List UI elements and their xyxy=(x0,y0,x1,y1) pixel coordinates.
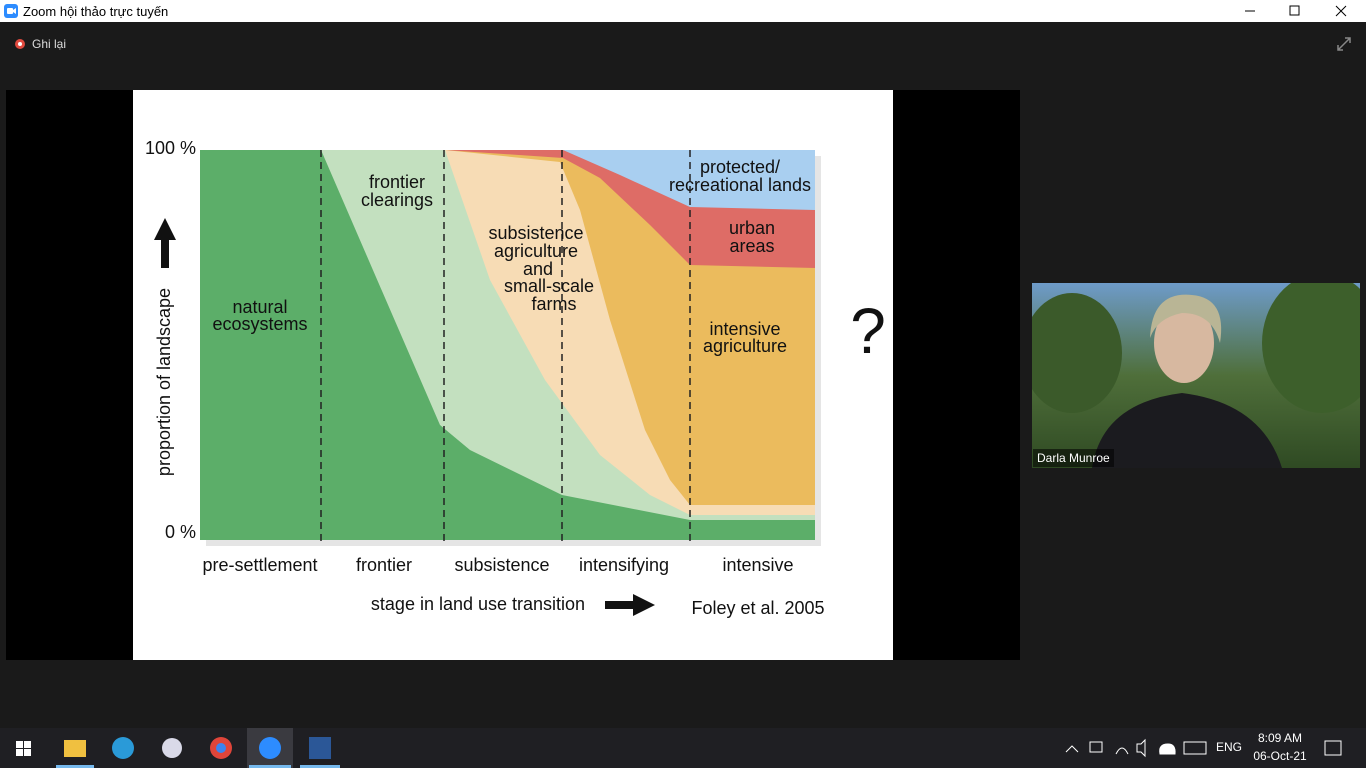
edge-icon[interactable] xyxy=(112,737,134,759)
stage-label: intensifying xyxy=(579,555,669,575)
tray-chevron[interactable] xyxy=(1065,745,1079,753)
area-label: small-scale xyxy=(504,276,594,296)
start-button[interactable] xyxy=(16,741,31,756)
active-indicator xyxy=(249,765,291,768)
area-label: clearings xyxy=(361,190,433,210)
fullscreen-button[interactable] xyxy=(1336,36,1352,52)
x-axis-label: stage in land use transition xyxy=(371,594,585,614)
taskbar: ENG 8:09 AM 06-Oct-21 xyxy=(0,728,1366,768)
stage-dividers xyxy=(320,150,691,542)
y-tick-label: 100 % xyxy=(145,138,196,158)
stage-label: subsistence xyxy=(454,555,549,575)
area-label: intensive xyxy=(709,319,780,339)
window-title: Zoom hội thảo trực tuyến xyxy=(23,4,169,19)
app-icon xyxy=(4,4,18,18)
language[interactable]: ENG xyxy=(1216,740,1242,754)
stage-label: intensive xyxy=(722,555,793,575)
area-label: urban xyxy=(729,218,775,238)
citation: Foley et al. 2005 xyxy=(691,598,824,618)
active-indicator xyxy=(300,765,340,768)
app-icon[interactable] xyxy=(162,738,182,758)
area-label: natural xyxy=(232,297,287,317)
area-label: recreational lands xyxy=(669,175,811,195)
area-label: farms xyxy=(532,294,577,314)
clock-date[interactable]: 06-Oct-21 xyxy=(1253,749,1307,763)
up-arrow xyxy=(154,218,176,268)
area-natural xyxy=(200,150,815,540)
recording-label[interactable]: Ghi lại xyxy=(32,37,67,51)
participant-name: Darla Munroe xyxy=(1033,449,1114,467)
slide: 100 % 0 % proportion of landscape pre-se… xyxy=(133,90,893,660)
notifications[interactable] xyxy=(1324,740,1342,756)
area-labels: natural ecosystems frontier clearings su… xyxy=(212,157,811,356)
area-label: and xyxy=(523,259,553,279)
area-label: subsistence xyxy=(488,223,583,243)
area-label: areas xyxy=(729,236,774,256)
stage-label: frontier xyxy=(356,555,412,575)
area-label: frontier xyxy=(369,172,425,192)
word-icon[interactable] xyxy=(309,737,331,759)
explorer-icon[interactable] xyxy=(64,740,86,757)
clock-time[interactable]: 8:09 AM xyxy=(1258,731,1302,745)
area-label: protected/ xyxy=(700,157,780,177)
y-tick-label: 0 % xyxy=(165,522,196,542)
record-icon xyxy=(15,39,25,49)
area-label: ecosystems xyxy=(212,314,307,334)
window-controls[interactable] xyxy=(1240,0,1366,22)
question-mark: ? xyxy=(850,295,886,367)
title-bar: Zoom hội thảo trực tuyến xyxy=(0,0,1366,22)
right-arrow xyxy=(605,594,655,616)
area-label: agriculture xyxy=(494,241,578,261)
tray-icons[interactable] xyxy=(1089,738,1207,758)
stage-label: pre-settlement xyxy=(202,555,317,575)
y-axis-label: proportion of landscape xyxy=(154,288,174,476)
area-label: agriculture xyxy=(703,336,787,356)
active-indicator xyxy=(56,765,94,768)
zoom-icon[interactable] xyxy=(259,737,281,759)
participant-video xyxy=(1032,283,1360,468)
